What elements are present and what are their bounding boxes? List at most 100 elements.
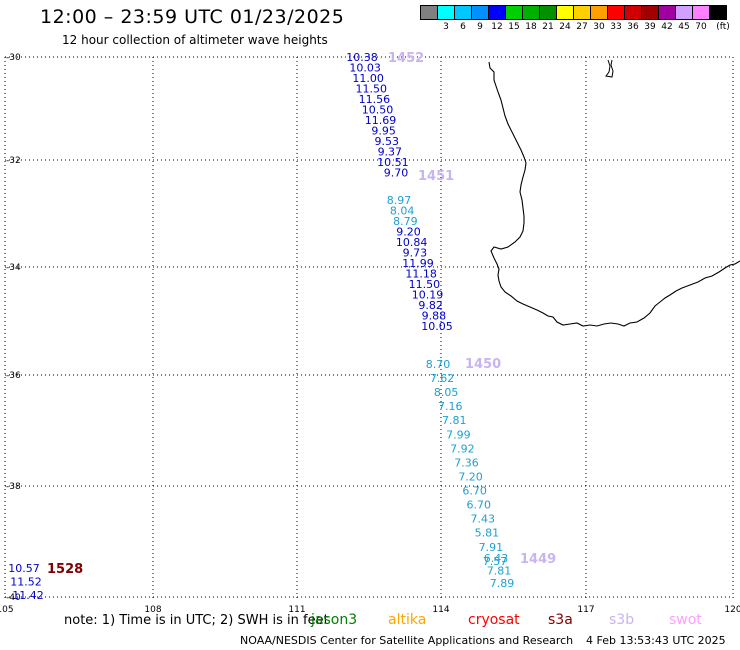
altimeter-tracks: 10.3810.0311.0011.5011.5610.5011.699.959… xyxy=(8,51,556,602)
legend-tick-label: 36 xyxy=(627,22,639,32)
wave-height-reading: 11.00 xyxy=(352,72,384,85)
wave-height-reading: 7.57 xyxy=(483,555,508,568)
longitude-label: 111 xyxy=(288,605,305,612)
wave-height-reading: 8.70 xyxy=(426,358,451,371)
satellite-cryosat: cryosat xyxy=(468,612,520,628)
footer-credit: NOAA/NESDIS Center for Satellite Applica… xyxy=(240,634,574,647)
wave-height-reading: 6.70 xyxy=(466,499,491,512)
wave-height-reading: 10.51 xyxy=(377,156,409,169)
legend-tick-label: 45 xyxy=(678,22,690,32)
pass-time-label: 1451 xyxy=(418,169,454,184)
satellite-swot: swot xyxy=(669,612,702,628)
coastline xyxy=(488,61,740,327)
track-pass-1449: 6.437.817.89 1449 xyxy=(484,552,556,590)
legend-tick-label: 12 xyxy=(491,22,503,32)
wave-height-reading: 8.04 xyxy=(390,205,415,218)
wave-height-reading: 9.70 xyxy=(384,167,409,180)
latitude-label: -34 xyxy=(6,263,21,273)
latitude-label: -32 xyxy=(6,156,21,166)
longitude-label: 108 xyxy=(144,605,161,612)
generated-timestamp: 4 Feb 13:53:43 UTC 2025 xyxy=(586,634,726,647)
wave-height-reading: 11.56 xyxy=(359,93,391,106)
wave-height-reading: 11.52 xyxy=(10,576,42,589)
wave-height-reading: 11.50 xyxy=(409,278,441,291)
wave-height-reading: 11.99 xyxy=(402,257,434,270)
lat-lon-grid: -30 -32 -34 -36 -38 -40 105 108 111 114 117 120 xyxy=(0,53,740,612)
latitude-label: -38 xyxy=(6,482,21,492)
wave-height-reading: 8.79 xyxy=(393,215,418,228)
wave-height-reading: 7.16 xyxy=(438,400,463,413)
legend-tick-label: 15 xyxy=(508,22,520,32)
track-pass-1451: 8.978.048.799.2010.849.7311.9911.1811.50… xyxy=(387,169,454,333)
wave-height-reading: 5.81 xyxy=(475,527,500,540)
satellite-jason3: jason3 xyxy=(311,612,358,628)
legend-unit: (ft) xyxy=(716,22,730,32)
wave-height-reading: 9.88 xyxy=(422,310,447,323)
wave-height-reading: 10.05 xyxy=(421,320,453,333)
wave-height-reading: 7.99 xyxy=(446,428,471,441)
wave-height-reading: 7.91 xyxy=(479,541,504,554)
legend-tick-label: 39 xyxy=(644,22,656,32)
wave-height-reading: 9.37 xyxy=(378,146,403,159)
legend-tick-label: 21 xyxy=(542,22,554,32)
wave-height-reading: 7.43 xyxy=(471,513,496,526)
satellite-s3b: s3b xyxy=(609,612,635,628)
pass-time-label: 1528 xyxy=(47,562,83,577)
wave-height-reading: 9.95 xyxy=(371,125,396,138)
latitude-label: -40 xyxy=(6,593,21,603)
satellite-altika: altika xyxy=(388,612,427,628)
map-subtitle: 12 hour collection of altimeter wave hei… xyxy=(62,33,328,47)
wave-height-legend: 3 6 9 12 15 18 21 24 27 30 33 36 39 42 45 70 (ft) xyxy=(420,5,730,34)
wave-height-reading: 9.20 xyxy=(396,226,421,239)
wave-height-reading: 6.70 xyxy=(462,485,487,498)
wave-height-reading: 9.82 xyxy=(418,299,443,312)
longitude-label: 114 xyxy=(432,605,449,612)
island-outline xyxy=(605,59,614,78)
track-pass-1452: 10.3810.0311.0011.5011.5610.5011.699.959… xyxy=(346,51,424,180)
wave-height-reading: 7.89 xyxy=(490,577,515,590)
wave-height-reading: 10.84 xyxy=(396,236,428,249)
wave-height-reading: 7.62 xyxy=(430,372,455,385)
wave-height-reading: 11.18 xyxy=(405,268,437,281)
legend-tick-label: 18 xyxy=(525,22,537,32)
latitude-label: -30 xyxy=(6,53,21,63)
legend-tick-label: 33 xyxy=(610,22,622,32)
legend-tick-label: 42 xyxy=(661,22,673,32)
legend-tick-label: 3 xyxy=(443,22,449,32)
map-title: 12:00 – 23:59 UTC 01/23/2025 xyxy=(40,6,345,28)
units-note: note: 1) Time is in UTC; 2) SWH is in fe… xyxy=(64,613,329,628)
longitude-label: 117 xyxy=(577,605,594,612)
wave-height-reading: 11.42 xyxy=(12,589,44,602)
legend-swatches xyxy=(420,5,727,20)
wave-height-reading: 8.97 xyxy=(387,194,412,207)
longitude-label: 105 xyxy=(0,605,14,612)
satellite-s3a: s3a xyxy=(548,612,573,628)
legend-tick-label: 30 xyxy=(593,22,605,32)
wave-height-reading: 9.73 xyxy=(403,247,428,260)
latitude-label: -36 xyxy=(6,371,21,381)
wave-height-reading: 7.92 xyxy=(450,442,475,455)
wave-height-reading: 6.43 xyxy=(484,552,509,565)
wave-height-reading: 8.05 xyxy=(434,386,459,399)
legend-tick-label: 70 xyxy=(695,22,707,32)
legend-labels: 3 6 9 12 15 18 21 24 27 30 33 36 39 42 45 70 (ft) xyxy=(421,20,730,34)
legend-tick-label: 9 xyxy=(477,22,483,32)
legend-tick-label: 6 xyxy=(460,22,466,32)
pass-time-label: 1450 xyxy=(465,357,501,372)
wave-height-reading: 7.81 xyxy=(442,414,467,427)
wave-height-reading: 10.50 xyxy=(362,104,394,117)
legend-tick-label: 27 xyxy=(576,22,588,32)
wave-height-reading: 10.03 xyxy=(349,62,381,75)
wave-height-reading: 9.53 xyxy=(374,135,399,148)
wave-height-reading: 7.20 xyxy=(458,470,483,483)
wave-height-reading: 10.57 xyxy=(8,562,40,575)
legend-tick-label: 24 xyxy=(559,22,571,32)
longitude-label: 120 xyxy=(724,605,740,612)
track-pass-1450: 8.707.628.057.167.817.997.927.367.20 6.70… xyxy=(426,357,508,568)
wave-height-reading: 11.69 xyxy=(365,114,397,127)
pass-time-label: 1449 xyxy=(520,552,556,567)
legend-swatch xyxy=(709,5,727,20)
wave-height-reading: 7.36 xyxy=(454,456,479,469)
wave-height-reading: 7.81 xyxy=(487,565,512,578)
